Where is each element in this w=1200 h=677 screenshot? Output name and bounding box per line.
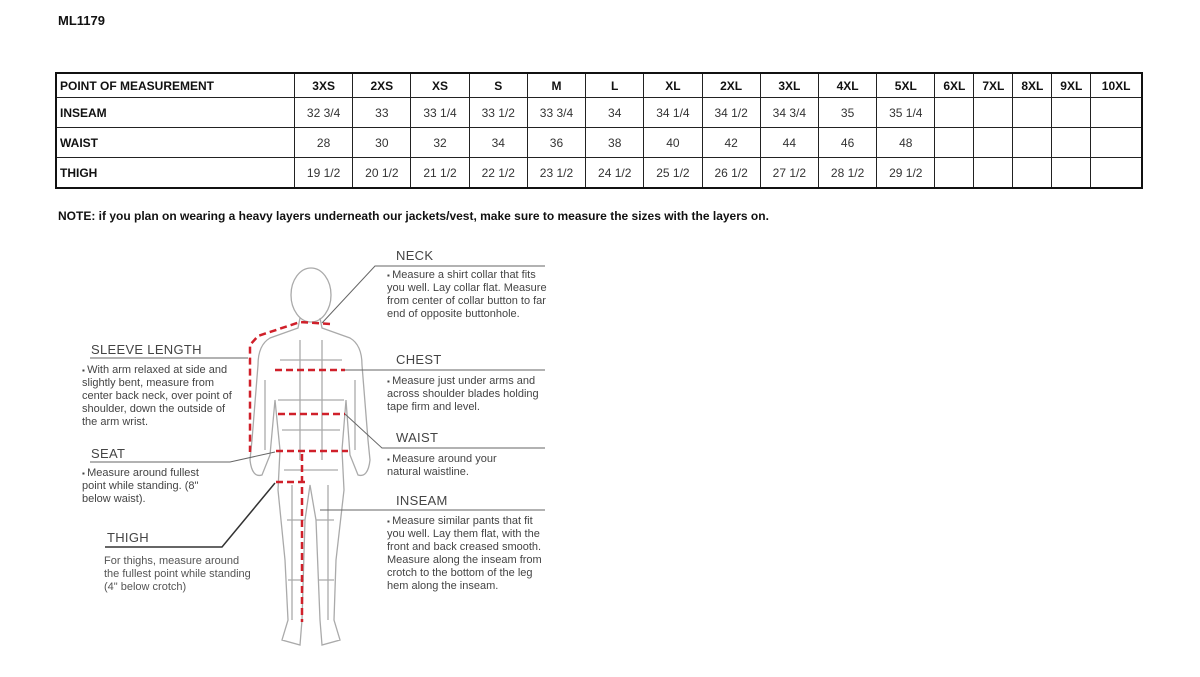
column-header-size: 10XL — [1090, 72, 1143, 98]
sleeve-length-label: SLEEVE LENGTH — [91, 342, 202, 357]
size-chart-table: POINT OF MEASUREMENT 3XS 2XS XS S M L XL 2XL 3XL 4… — [55, 72, 1143, 189]
table-cell: 34 — [468, 127, 528, 158]
table-cell — [1051, 127, 1092, 158]
table-cell: 46 — [817, 127, 878, 158]
seat-instructions: Measure around fullest point while stand… — [82, 467, 222, 506]
table-cell — [1090, 157, 1143, 189]
table-cell: 36 — [526, 127, 587, 158]
table-cell: 29 1/2 — [876, 157, 936, 189]
table-cell: 28 — [293, 127, 354, 158]
column-header-size: 3XL — [759, 72, 819, 98]
thigh-instructions: For thighs, measure around the fullest p… — [104, 555, 251, 593]
table-cell: 33 1/2 — [468, 97, 528, 128]
table-cell: 26 1/2 — [701, 157, 761, 189]
table-cell — [1012, 127, 1053, 158]
column-header-size: S — [468, 72, 528, 98]
measurement-lines — [248, 320, 348, 622]
column-header-point: POINT OF MEASUREMENT — [55, 72, 295, 98]
waist-label: WAIST — [396, 430, 439, 445]
table-cell: 44 — [759, 127, 819, 158]
table-row-thigh: THIGH 19 1/2 20 1/2 21 1/2 22 1/2 23 1/2 24 1/… — [55, 157, 1143, 189]
column-header-size: XL — [643, 72, 703, 98]
body-figure — [249, 267, 371, 646]
table-cell: 25 1/2 — [643, 157, 703, 189]
column-header-size: L — [585, 72, 645, 98]
table-cell — [934, 157, 975, 189]
table-cell: 30 — [352, 127, 412, 158]
chest-label: CHEST — [396, 352, 442, 367]
row-label: INSEAM — [55, 97, 295, 128]
table-cell: 40 — [643, 127, 703, 158]
table-cell: 34 3/4 — [759, 97, 819, 128]
table-cell: 35 1/4 — [876, 97, 936, 128]
thigh-label: THIGH — [107, 530, 149, 545]
neck-label: NECK — [396, 248, 434, 263]
table-cell: 48 — [876, 127, 936, 158]
chest-instructions: Measure just under arms and across shoul… — [387, 375, 547, 414]
table-header-row: POINT OF MEASUREMENT 3XS 2XS XS S M L XL 2XL 3XL 4… — [55, 72, 1143, 98]
table-cell: 32 3/4 — [293, 97, 354, 128]
table-cell: 38 — [585, 127, 645, 158]
row-label: THIGH — [55, 157, 295, 189]
table-cell: 20 1/2 — [352, 157, 412, 189]
table-cell: 21 1/2 — [410, 157, 470, 189]
column-header-size: 3XS — [293, 72, 354, 98]
column-header-size: 2XS — [352, 72, 412, 98]
table-row-waist: WAIST 28 30 32 34 36 38 40 42 44 46 48 — [55, 127, 1143, 158]
table-cell: 28 1/2 — [817, 157, 878, 189]
table-cell: 33 — [352, 97, 412, 128]
table-cell: 42 — [701, 127, 761, 158]
inseam-instructions: Measure similar pants that fit you well.… — [387, 515, 543, 593]
table-cell: 34 1/2 — [701, 97, 761, 128]
waist-instructions: Measure around your natural waistline. — [387, 453, 527, 479]
product-code: ML1179 — [58, 13, 105, 28]
row-label: WAIST — [55, 127, 295, 158]
sleeve-length-instructions: With arm relaxed at side and slightly be… — [82, 364, 242, 429]
leader-lines — [90, 265, 545, 548]
layering-note: NOTE: if you plan on wearing a heavy lay… — [58, 209, 769, 223]
seat-label: SEAT — [91, 446, 126, 461]
table-cell: 24 1/2 — [585, 157, 645, 189]
table-cell: 19 1/2 — [293, 157, 354, 189]
inseam-label: INSEAM — [396, 493, 448, 508]
column-header-size: 5XL — [876, 72, 936, 98]
table-cell — [973, 127, 1014, 158]
table-cell — [1090, 127, 1143, 158]
neck-instructions: Measure a shirt collar that fits you wel… — [387, 269, 547, 321]
column-header-size: 6XL — [934, 72, 975, 98]
table-cell — [1051, 157, 1092, 189]
